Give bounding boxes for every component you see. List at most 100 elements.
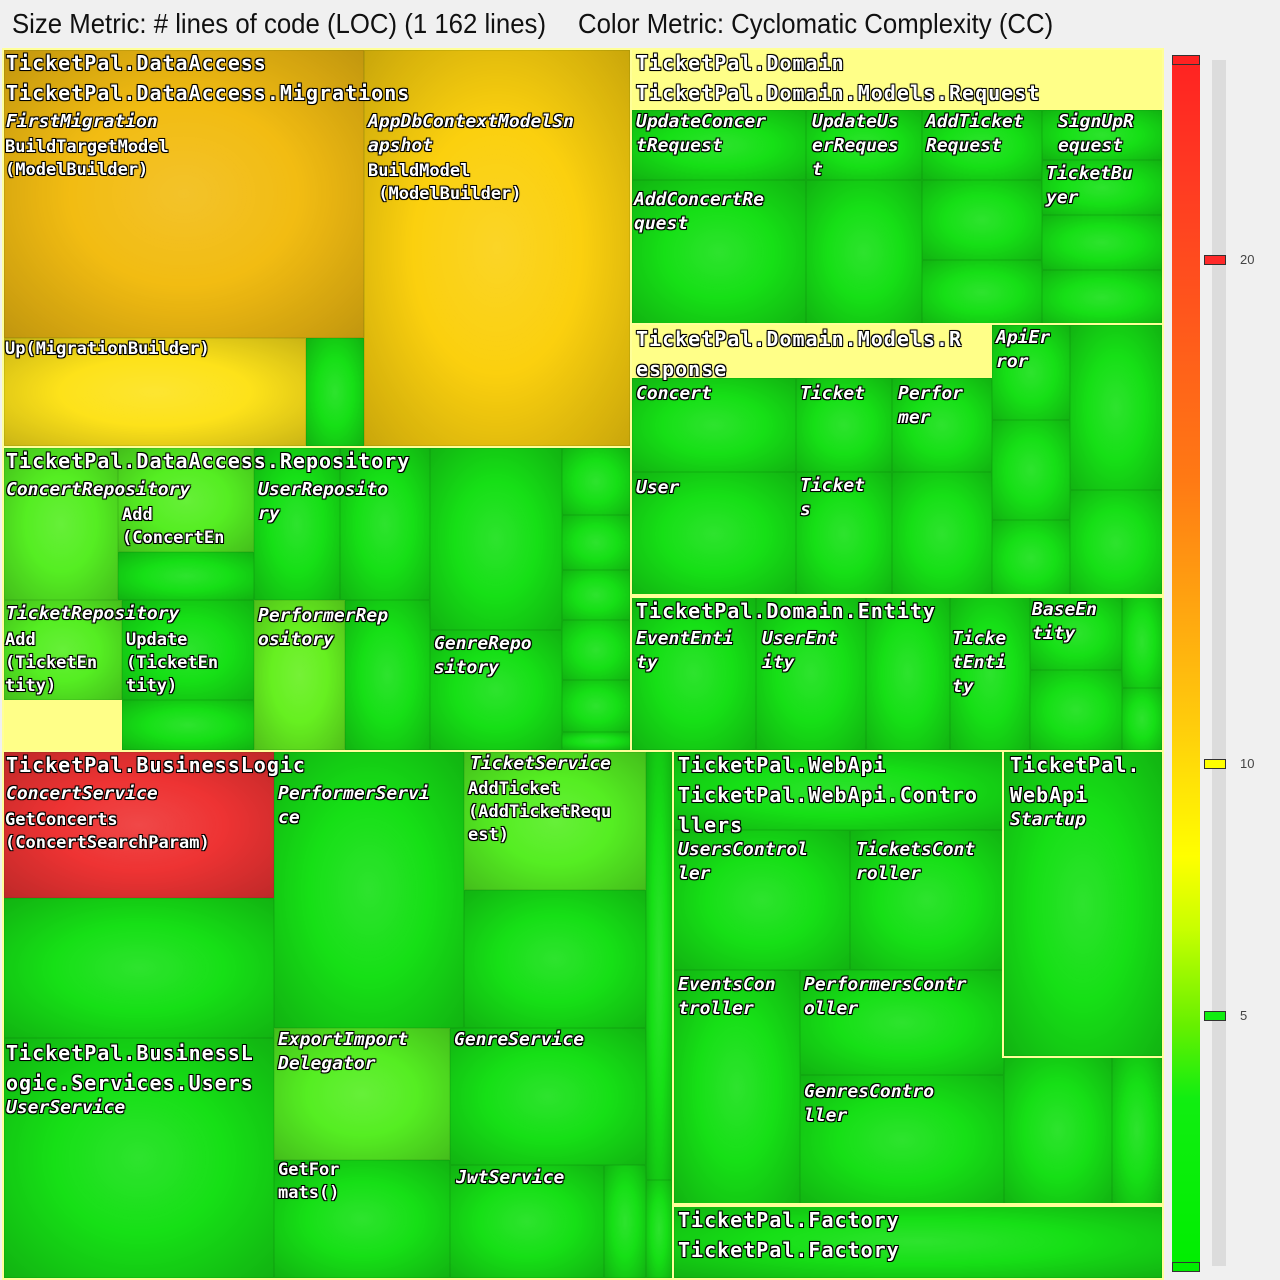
- treemap-tile[interactable]: [892, 472, 992, 596]
- treemap-tile[interactable]: [922, 110, 1042, 180]
- treemap-tile[interactable]: [800, 1075, 1004, 1205]
- treemap-label-ticket-entity: Ticke tEnti ty: [952, 628, 1007, 697]
- treemap-label-ticket-service: TicketService: [470, 753, 611, 774]
- treemap-tile[interactable]: [796, 378, 892, 472]
- treemap-tile[interactable]: [464, 890, 646, 1028]
- treemap-tile[interactable]: [274, 1028, 450, 1160]
- treemap-label-add-concert-entity: Add (ConcertEn: [122, 505, 225, 548]
- treemap-tile[interactable]: [562, 570, 630, 620]
- treemap-tile[interactable]: [1004, 752, 1162, 1056]
- treemap-tile[interactable]: [922, 180, 1042, 260]
- treemap-label-add-ticket-request: AddTicket Request: [926, 111, 1024, 156]
- treemap-tile[interactable]: [4, 448, 118, 600]
- treemap-tile[interactable]: [1042, 270, 1162, 325]
- treemap-tile[interactable]: [1042, 215, 1162, 270]
- treemap-tile[interactable]: [632, 378, 796, 472]
- treemap-tile[interactable]: [632, 110, 806, 180]
- legend-marker[interactable]: [1204, 758, 1226, 769]
- treemap-tile[interactable]: [1030, 670, 1122, 750]
- treemap-tile[interactable]: [1122, 688, 1162, 750]
- treemap-tile[interactable]: [430, 630, 562, 750]
- treemap-tile[interactable]: [632, 596, 756, 750]
- treemap-label-models-response: TicketPal.Domain.Models.R esponse: [636, 327, 963, 381]
- legend-bottom-handle[interactable]: [1172, 1262, 1200, 1272]
- treemap-tile[interactable]: [646, 1180, 672, 1278]
- treemap-tile[interactable]: [450, 1028, 646, 1165]
- treemap-tile[interactable]: [4, 898, 274, 1038]
- treemap-tile[interactable]: [562, 620, 630, 680]
- treemap-tile[interactable]: [992, 325, 1070, 420]
- treemap-tile[interactable]: [122, 600, 254, 700]
- treemap-tile[interactable]: [922, 260, 1042, 325]
- legend-marker-label: 5: [1240, 1007, 1248, 1023]
- namespace-group-border: [1002, 750, 1164, 1058]
- treemap-tile[interactable]: [892, 378, 992, 472]
- treemap-tile[interactable]: [122, 700, 254, 750]
- treemap-tile[interactable]: [1122, 596, 1162, 688]
- treemap-tile[interactable]: [1112, 1056, 1162, 1205]
- treemap-tile[interactable]: [345, 600, 430, 750]
- treemap-tile[interactable]: [1042, 160, 1162, 215]
- treemap-tile[interactable]: [1030, 596, 1122, 670]
- treemap-tile[interactable]: [274, 752, 464, 1028]
- treemap-tile[interactable]: [674, 830, 850, 970]
- legend-slider-track[interactable]: [1212, 60, 1226, 1266]
- treemap-tile[interactable]: [562, 448, 630, 515]
- treemap-tile[interactable]: [1070, 325, 1162, 490]
- treemap-tile[interactable]: [674, 970, 800, 1205]
- treemap-tile[interactable]: [4, 600, 122, 700]
- legend-marker[interactable]: [1204, 254, 1226, 265]
- color-metric-label: Color Metric: Cyclomatic Complexity (CC): [578, 8, 1054, 39]
- treemap-tile[interactable]: [4, 338, 306, 446]
- treemap-label-tickets-controller: TicketsCont roller: [856, 839, 976, 884]
- treemap-tile[interactable]: [866, 596, 950, 750]
- treemap-tile[interactable]: [254, 600, 345, 750]
- legend-marker[interactable]: [1204, 1010, 1226, 1021]
- treemap-tile[interactable]: [756, 596, 866, 750]
- treemap-tile[interactable]: [850, 830, 1004, 970]
- treemap-tile[interactable]: [796, 472, 892, 596]
- treemap-label-concert: Concert: [636, 383, 712, 404]
- treemap-label-webapi: TicketPal.WebApi: [678, 753, 887, 777]
- treemap-tile[interactable]: [118, 448, 254, 552]
- treemap-tile[interactable]: [4, 1038, 274, 1278]
- treemap-label-get-formats: GetFor mats(): [278, 1160, 340, 1203]
- size-metric-label: Size Metric: # lines of code (LOC) (1 16…: [12, 8, 547, 39]
- treemap-tile[interactable]: [806, 110, 922, 180]
- treemap-tile[interactable]: [674, 752, 1004, 830]
- treemap-tile[interactable]: [950, 596, 1030, 750]
- treemap-tile[interactable]: [430, 448, 562, 630]
- treemap-tile[interactable]: [562, 680, 630, 732]
- treemap-tile[interactable]: [806, 180, 922, 325]
- treemap-tile[interactable]: [274, 1160, 450, 1278]
- treemap-tile[interactable]: [632, 180, 806, 325]
- legend-marker-label: 20: [1240, 251, 1255, 267]
- treemap-tile[interactable]: [632, 472, 796, 596]
- treemap-tile[interactable]: [646, 752, 672, 1180]
- treemap-label-genre-service: GenreService: [454, 1029, 585, 1050]
- treemap-tile[interactable]: [118, 552, 254, 600]
- treemap-tile[interactable]: [1070, 490, 1162, 596]
- treemap-tile[interactable]: [254, 448, 340, 600]
- treemap-tile[interactable]: [1042, 110, 1162, 160]
- treemap-tile[interactable]: [562, 515, 630, 570]
- treemap-tile[interactable]: [1004, 1056, 1112, 1205]
- legend-top-handle[interactable]: [1172, 55, 1200, 65]
- treemap-tile[interactable]: [800, 970, 1004, 1075]
- treemap-tile[interactable]: [562, 732, 630, 750]
- treemap-tile[interactable]: [4, 50, 364, 338]
- treemap-tile[interactable]: [604, 1165, 646, 1278]
- treemap-label-up-migration: Up(MigrationBuilder): [5, 339, 210, 359]
- treemap-label-events-controller: EventsCon troller: [678, 974, 776, 1019]
- treemap-label-concert-service: ConcertService: [6, 783, 158, 804]
- treemap-tile[interactable]: [364, 50, 630, 446]
- treemap-tile[interactable]: [306, 338, 364, 446]
- treemap-label-domain: TicketPal.Domain: [636, 51, 845, 75]
- treemap-tile[interactable]: [4, 752, 274, 898]
- treemap[interactable]: TicketPal.DataAccess TicketPal.DataAccess…: [2, 48, 1164, 1280]
- treemap-tile[interactable]: [450, 1165, 604, 1278]
- treemap-tile[interactable]: [992, 420, 1070, 520]
- treemap-tile[interactable]: [340, 448, 430, 600]
- treemap-label-genres-controller: GenresContro ller: [804, 1081, 935, 1126]
- treemap-tile[interactable]: [464, 752, 646, 890]
